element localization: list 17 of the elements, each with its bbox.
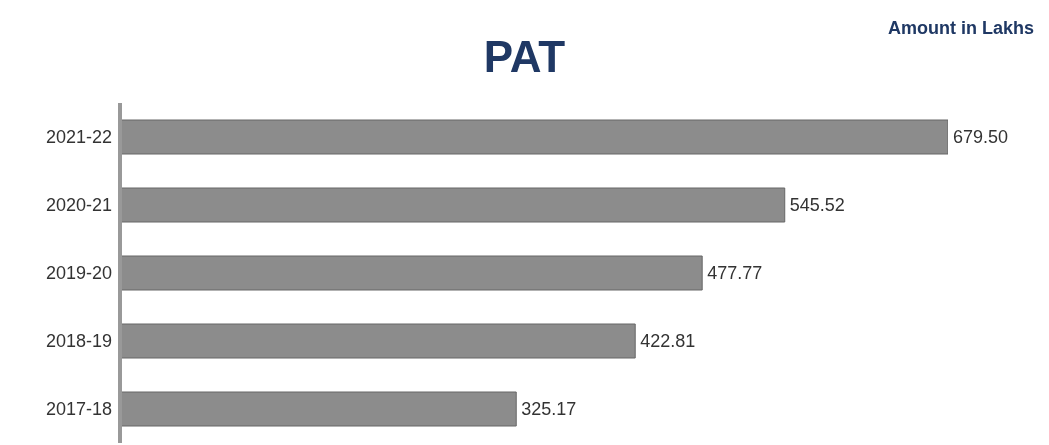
data-label: 325.17 [521, 399, 577, 420]
data-label: 679.50 [953, 127, 1009, 148]
data-label: 545.52 [789, 195, 845, 216]
data-label: 422.81 [640, 331, 696, 352]
data-label: 477.77 [707, 263, 763, 284]
chart-title: PAT [483, 32, 566, 81]
bar [120, 119, 948, 155]
bar [120, 391, 517, 427]
y-tick-label: 2019-20 [45, 263, 112, 284]
bar [120, 323, 636, 359]
y-tick-label: 2021-22 [45, 127, 112, 148]
y-tick-label: 2017-18 [45, 399, 112, 420]
y-tick-label: 2020-21 [45, 195, 112, 216]
bar [120, 187, 786, 223]
y-tick-label: 2018-19 [45, 331, 112, 352]
chart-subtitle: Amount in Lakhs [888, 18, 1035, 39]
bar [120, 255, 703, 291]
